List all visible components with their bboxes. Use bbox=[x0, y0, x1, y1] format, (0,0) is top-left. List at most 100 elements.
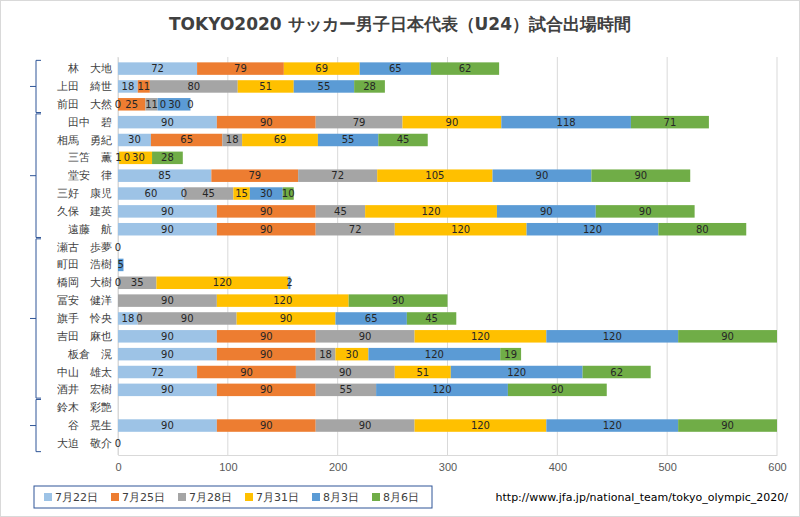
data-label: 90 bbox=[536, 170, 549, 181]
bar bbox=[250, 187, 283, 199]
data-label: 90 bbox=[161, 117, 174, 128]
y-tick-label: 前田 大然 bbox=[57, 98, 112, 110]
data-label: 72 bbox=[349, 224, 362, 235]
data-label: 105 bbox=[425, 170, 444, 181]
bar bbox=[591, 169, 690, 181]
y-tick-label: 冨安 健洋 bbox=[57, 294, 112, 306]
data-label: 90 bbox=[359, 420, 372, 431]
y-tick: 吉田 麻也 bbox=[57, 330, 118, 342]
bar bbox=[395, 223, 527, 235]
bar bbox=[217, 419, 316, 431]
data-label: 120 bbox=[273, 295, 292, 306]
bar bbox=[158, 98, 191, 110]
y-tick-label: 町田 浩樹 bbox=[57, 258, 112, 270]
y-tick: 鈴木 彩艶 bbox=[57, 401, 118, 413]
data-label: 79 bbox=[248, 170, 261, 181]
legend-label: 7月25日 bbox=[122, 491, 165, 504]
bar bbox=[118, 62, 197, 74]
data-label: 79 bbox=[234, 63, 247, 74]
data-label: 90 bbox=[260, 206, 273, 217]
bar bbox=[217, 223, 316, 235]
bar bbox=[678, 330, 777, 342]
x-tick: 300 bbox=[439, 455, 457, 473]
data-label: 45 bbox=[425, 313, 438, 324]
legend-label: 8月3日 bbox=[323, 491, 359, 504]
bar bbox=[402, 116, 501, 128]
legend-swatch bbox=[245, 493, 253, 501]
y-tick-label: 林 大地 bbox=[67, 62, 112, 74]
y-tick: 板倉 滉 bbox=[67, 348, 118, 360]
data-label: 90 bbox=[260, 331, 273, 342]
series bbox=[152, 62, 777, 431]
bar bbox=[376, 384, 508, 396]
x-axis: 0100200300400500600 bbox=[115, 455, 786, 473]
data-label: 18 bbox=[226, 134, 239, 145]
data-label: 120 bbox=[451, 224, 470, 235]
y-tick: 久保 建英 bbox=[57, 205, 118, 217]
data-label: 65 bbox=[180, 134, 193, 145]
bar bbox=[360, 62, 431, 74]
y-tick-label: 旗手 怜央 bbox=[57, 312, 112, 324]
data-label: 45 bbox=[202, 188, 215, 199]
x-tick: 200 bbox=[329, 455, 347, 473]
bar bbox=[118, 98, 145, 110]
x-tick-label: 0 bbox=[115, 461, 121, 473]
data-label: 69 bbox=[274, 134, 287, 145]
grid bbox=[118, 57, 777, 455]
legend-swatch bbox=[372, 493, 380, 501]
bar bbox=[546, 330, 678, 342]
bar bbox=[118, 419, 217, 431]
y-tick-label: 中山 雄太 bbox=[57, 366, 112, 378]
bar bbox=[152, 152, 183, 164]
annotation: http://www.jfa.jp/national_team/tokyo_ol… bbox=[496, 491, 789, 504]
data-label: 10 bbox=[282, 188, 295, 199]
x-tick: 500 bbox=[658, 455, 676, 473]
data-label: 90 bbox=[639, 206, 652, 217]
data-label: 90 bbox=[161, 206, 174, 217]
data-label: 30 bbox=[346, 349, 359, 360]
bar bbox=[151, 134, 222, 146]
bar bbox=[118, 366, 197, 378]
y-tick: 田中 碧 bbox=[68, 116, 118, 128]
bar bbox=[407, 312, 456, 324]
bar bbox=[415, 419, 547, 431]
data-label: 90 bbox=[260, 117, 273, 128]
bar bbox=[118, 384, 217, 396]
data-label: 0 bbox=[115, 242, 121, 253]
data-label: 90 bbox=[161, 349, 174, 360]
data-label: 80 bbox=[187, 81, 200, 92]
bar bbox=[217, 384, 316, 396]
data-label: 25 bbox=[125, 99, 138, 110]
data-label: 11 bbox=[145, 99, 158, 110]
bar bbox=[118, 277, 156, 289]
series bbox=[118, 62, 316, 431]
group-bracket bbox=[30, 60, 41, 112]
data-label: 18 bbox=[319, 349, 332, 360]
y-tick: 谷 晃生 bbox=[68, 419, 118, 431]
data-label: 90 bbox=[634, 170, 647, 181]
data-label: 5 bbox=[118, 259, 124, 270]
data-label: 90 bbox=[181, 313, 194, 324]
data-label: 120 bbox=[213, 277, 232, 288]
bar bbox=[138, 312, 237, 324]
data-label: 35 bbox=[131, 277, 144, 288]
data-label: 90 bbox=[540, 206, 553, 217]
x-tick: 600 bbox=[768, 455, 786, 473]
data-label: 0 bbox=[124, 152, 130, 163]
bar bbox=[316, 330, 415, 342]
y-tick-label: 鈴木 彩艶 bbox=[57, 401, 112, 413]
data-label: 55 bbox=[318, 81, 331, 92]
y-tick-label: 橋岡 大樹 bbox=[57, 276, 112, 288]
bar bbox=[118, 330, 217, 342]
data-label: 45 bbox=[397, 134, 410, 145]
data-label: 0 bbox=[115, 438, 121, 449]
legend-swatch bbox=[111, 493, 119, 501]
bar bbox=[349, 294, 448, 306]
data-label: 0 bbox=[187, 99, 193, 110]
data-label: 120 bbox=[471, 420, 490, 431]
series bbox=[118, 80, 415, 432]
data-label: 55 bbox=[340, 384, 353, 395]
bar bbox=[316, 223, 395, 235]
bar bbox=[284, 62, 360, 74]
y-tick-label: 上田 綺世 bbox=[57, 80, 112, 92]
